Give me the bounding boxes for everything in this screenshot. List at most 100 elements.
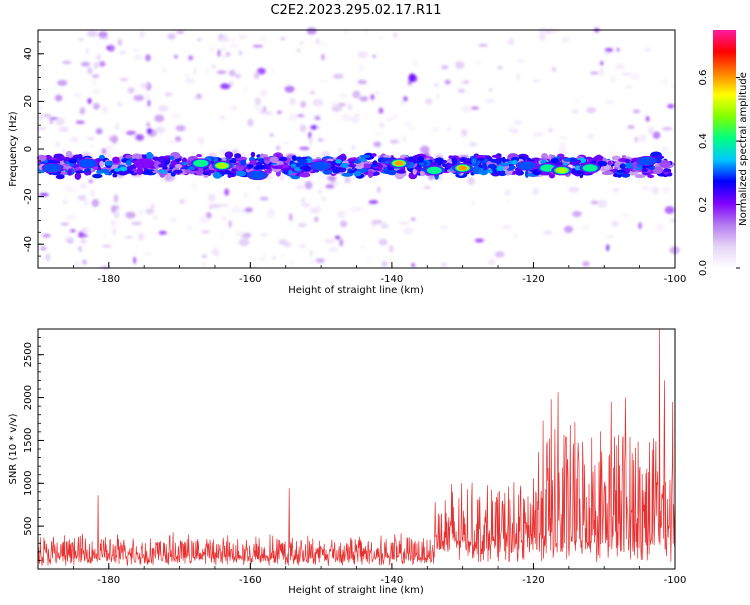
- heatmap-noise-blob: [287, 79, 291, 87]
- heatmap-noise-blob: [116, 101, 124, 107]
- heatmap-noise-blob: [352, 90, 361, 99]
- heatmap-noise-blob: [470, 106, 479, 110]
- heatmap-noise-blob: [198, 136, 205, 145]
- heatmap-noise-blob: [545, 29, 550, 34]
- heatmap-ridge-cell: [234, 153, 242, 159]
- heatmap-noise-blob: [629, 72, 641, 81]
- heatmap-noise-blob: [231, 38, 236, 43]
- heatmap-noise-blob: [88, 179, 94, 184]
- heatmap-noise-blob: [299, 124, 307, 133]
- heatmap-noise-blob: [362, 27, 369, 34]
- colorbar-label: Normalized spectral amplitude: [738, 72, 749, 226]
- heatmap-noise-blob: [621, 72, 632, 76]
- heatmap-noise-blob: [563, 225, 574, 234]
- heatmap-noise-blob: [145, 54, 151, 62]
- heatmap-ridge-cell: [136, 167, 144, 175]
- heatmap-noise-blob: [146, 127, 153, 135]
- heatmap-noise-blob: [119, 50, 127, 55]
- heatmap-noise-blob: [440, 262, 448, 268]
- x-tick-label: -140: [381, 575, 404, 586]
- heatmap-noise-blob: [309, 91, 315, 94]
- heatmap-noise-blob: [632, 109, 641, 114]
- heatmap-ridge-cell: [348, 163, 357, 168]
- heatmap-noise-blob: [211, 64, 216, 70]
- heatmap-peak: [133, 158, 155, 169]
- heatmap-ridge-cell: [347, 168, 353, 173]
- heatmap-noise-blob: [79, 107, 86, 115]
- heatmap-ridge-cell: [396, 169, 407, 174]
- heatmap-noise-blob: [318, 79, 330, 83]
- heatmap-ridge-cell: [98, 154, 105, 160]
- heatmap-noise-blob: [241, 153, 251, 158]
- heatmap-noise-blob: [275, 145, 281, 151]
- heatmap-noise-blob: [254, 97, 262, 106]
- heatmap-noise-blob: [137, 233, 145, 241]
- heatmap-noise-blob: [247, 118, 254, 127]
- heatmap-ridge-cell: [335, 159, 342, 164]
- heatmap-ridge-cell: [451, 156, 458, 165]
- heatmap-noise-blob: [164, 92, 172, 97]
- heatmap-noise-blob: [339, 238, 344, 247]
- heatmap-noise-blob: [354, 206, 364, 211]
- heatmap-noise-blob: [308, 137, 313, 146]
- heatmap-noise-blob: [378, 107, 384, 114]
- heatmap-noise-blob: [125, 130, 137, 136]
- heatmap-noise-blob: [152, 215, 158, 220]
- heatmap-noise-blob: [280, 36, 286, 41]
- heatmap-noise-blob: [111, 220, 115, 226]
- heatmap-noise-blob: [363, 114, 368, 118]
- heatmap-ridge: [36, 150, 675, 180]
- heatmap-noise-blob: [625, 176, 632, 182]
- heatmap-noise-blob: [347, 103, 353, 111]
- heatmap-noise-blob: [508, 127, 512, 133]
- snr-series-line: [37, 328, 676, 566]
- heatmap-ridge-cell: [359, 154, 371, 159]
- heatmap-noise-blob: [471, 200, 476, 207]
- heatmap-noise-blob: [402, 134, 407, 143]
- heatmap-noise-blob: [98, 37, 110, 40]
- heatmap-noise-blob: [166, 140, 177, 144]
- snr-x-ticks: -180 -160 -140 -120 -100: [37, 563, 686, 586]
- heatmap-noise-blob: [39, 192, 49, 197]
- heatmap-ridge-cell: [250, 151, 256, 158]
- heatmap-noise-blob: [131, 221, 142, 225]
- heatmap-noise-blob: [70, 136, 79, 143]
- heatmap-noise-blob: [99, 61, 106, 67]
- heatmap-noise-blob: [299, 147, 310, 150]
- heatmap-noise-blob: [661, 145, 669, 155]
- heatmap-noise-blob: [393, 32, 398, 39]
- heatmap-noise-blob: [261, 252, 267, 256]
- snr-panel: -180 -160 -140 -120 -100 500 1000 1500 2000 2500…: [8, 328, 686, 596]
- heatmap-noise-blob: [603, 52, 610, 56]
- heatmap-ridge-cell: [648, 166, 655, 171]
- heatmap-noise-blob: [315, 257, 325, 264]
- heatmap-noise-blob: [188, 55, 194, 61]
- heatmap-ridge-cell: [203, 174, 209, 178]
- heatmap-noise-blob: [219, 46, 227, 52]
- heatmap-noise-blob: [634, 136, 638, 143]
- heatmap-noise-blob: [193, 95, 204, 100]
- heatmap-noise-blob: [98, 31, 108, 38]
- heatmap-ridge-cell: [487, 163, 497, 169]
- heatmap-noise-blob: [184, 73, 191, 80]
- heatmap-noise-blob: [78, 38, 84, 41]
- heatmap-noise-blob: [315, 38, 320, 45]
- heatmap-noise-blob: [320, 195, 327, 202]
- heatmap-noise-blob: [251, 263, 257, 271]
- heatmap-noise-blob: [176, 30, 185, 34]
- heatmap-noise-blob: [337, 102, 347, 107]
- heatmap-noise-blob: [299, 244, 306, 248]
- heatmap-ridge-cell: [484, 158, 489, 163]
- heatmap-noise-blob: [645, 116, 650, 122]
- heatmap-background: [38, 30, 675, 268]
- heatmap-noise-blob: [201, 262, 207, 266]
- heatmap-noise-blob: [463, 80, 469, 84]
- heatmap-noise-blob: [353, 113, 361, 117]
- heatmap-noise-blob: [310, 125, 319, 130]
- heatmap-noise-blob: [80, 227, 89, 233]
- heatmap-peaks: [41, 155, 658, 181]
- heatmap-noise-blob: [469, 142, 478, 147]
- heatmap-ridge-cell: [642, 165, 647, 169]
- heatmap-noise-blob: [296, 48, 301, 53]
- heatmap-noise-blob: [296, 185, 304, 189]
